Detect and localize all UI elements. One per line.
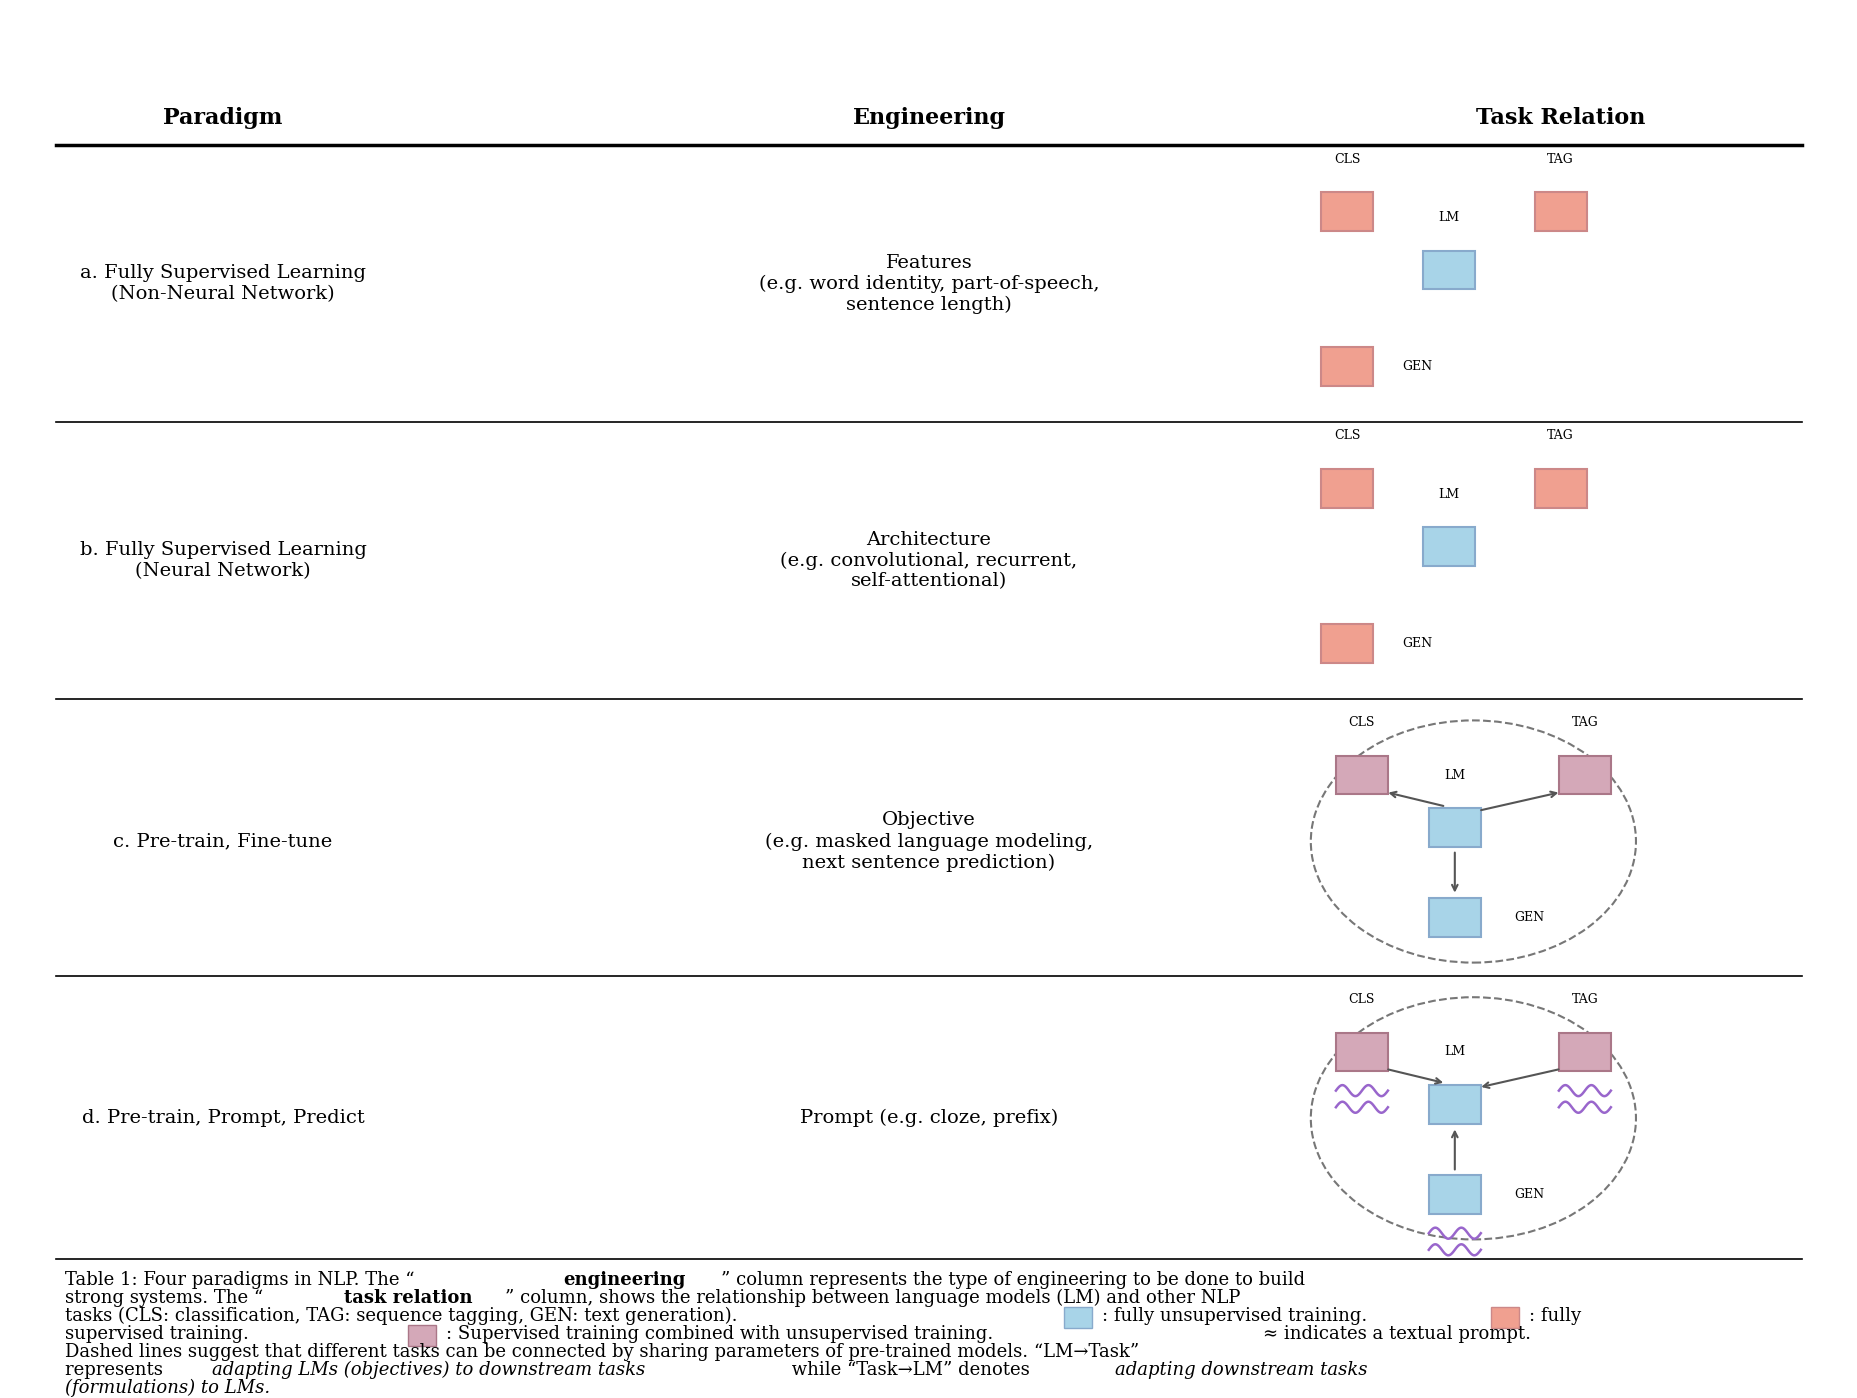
Text: CLS: CLS bbox=[1333, 152, 1359, 166]
Text: : Supervised training combined with unsupervised training.: : Supervised training combined with unsu… bbox=[446, 1324, 993, 1342]
Text: strong systems. The “: strong systems. The “ bbox=[65, 1289, 264, 1307]
FancyBboxPatch shape bbox=[1335, 1033, 1387, 1071]
Text: Engineering: Engineering bbox=[852, 106, 1005, 129]
Text: Table 1: Four paradigms in NLP. The “: Table 1: Four paradigms in NLP. The “ bbox=[65, 1271, 414, 1289]
Text: GEN: GEN bbox=[1513, 911, 1543, 924]
FancyBboxPatch shape bbox=[1064, 1307, 1092, 1328]
Text: CLS: CLS bbox=[1333, 429, 1359, 443]
Text: Objective
(e.g. masked language modeling,
next sentence prediction): Objective (e.g. masked language modeling… bbox=[765, 811, 1092, 871]
FancyBboxPatch shape bbox=[1558, 756, 1610, 794]
FancyBboxPatch shape bbox=[1428, 1085, 1480, 1124]
FancyBboxPatch shape bbox=[1422, 250, 1474, 289]
Text: c. Pre-train, Fine-tune: c. Pre-train, Fine-tune bbox=[113, 832, 332, 850]
Text: Task Relation: Task Relation bbox=[1474, 106, 1645, 129]
Text: Architecture
(e.g. convolutional, recurrent,
self-attentional): Architecture (e.g. convolutional, recurr… bbox=[780, 531, 1077, 590]
Text: ≈ indicates a textual prompt.: ≈ indicates a textual prompt. bbox=[1263, 1324, 1530, 1342]
Text: TAG: TAG bbox=[1547, 429, 1573, 443]
Text: task relation: task relation bbox=[344, 1289, 472, 1307]
Text: tasks (CLS: classification, TAG: sequence tagging, GEN: text generation).: tasks (CLS: classification, TAG: sequenc… bbox=[65, 1307, 737, 1325]
Text: supervised training.: supervised training. bbox=[65, 1324, 249, 1342]
Text: while “Task→LM” denotes: while “Task→LM” denotes bbox=[786, 1360, 1034, 1378]
FancyBboxPatch shape bbox=[1320, 193, 1372, 231]
Text: Features
(e.g. word identity, part-of-speech,
sentence length): Features (e.g. word identity, part-of-sp… bbox=[758, 253, 1099, 313]
Text: LM: LM bbox=[1443, 1046, 1465, 1058]
FancyBboxPatch shape bbox=[1534, 470, 1586, 507]
Text: CLS: CLS bbox=[1348, 716, 1374, 728]
Text: ” column, shows the relationship between language models (LM) and other NLP: ” column, shows the relationship between… bbox=[505, 1289, 1240, 1307]
Text: : fully unsupervised training.: : fully unsupervised training. bbox=[1101, 1307, 1367, 1324]
Text: ” column represents the type of engineering to be done to build: ” column represents the type of engineer… bbox=[721, 1271, 1304, 1289]
FancyBboxPatch shape bbox=[1335, 756, 1387, 794]
Text: adapting downstream tasks: adapting downstream tasks bbox=[1114, 1360, 1367, 1378]
Text: CLS: CLS bbox=[1348, 993, 1374, 1005]
FancyBboxPatch shape bbox=[1491, 1307, 1519, 1328]
FancyBboxPatch shape bbox=[1428, 808, 1480, 847]
FancyBboxPatch shape bbox=[1320, 347, 1372, 386]
FancyBboxPatch shape bbox=[1558, 1033, 1610, 1071]
Text: Paradigm: Paradigm bbox=[163, 106, 282, 129]
Text: : fully: : fully bbox=[1528, 1307, 1580, 1324]
Text: a. Fully Supervised Learning
(Non-Neural Network): a. Fully Supervised Learning (Non-Neural… bbox=[80, 264, 366, 303]
FancyBboxPatch shape bbox=[1428, 1176, 1480, 1213]
FancyBboxPatch shape bbox=[1320, 625, 1372, 663]
Text: TAG: TAG bbox=[1547, 152, 1573, 166]
Text: Dashed lines suggest that different tasks can be connected by sharing parameters: Dashed lines suggest that different task… bbox=[65, 1342, 1138, 1360]
Text: TAG: TAG bbox=[1571, 716, 1597, 728]
Text: LM: LM bbox=[1443, 769, 1465, 781]
Text: LM: LM bbox=[1437, 211, 1460, 224]
Text: represents: represents bbox=[65, 1360, 169, 1378]
Text: engineering: engineering bbox=[563, 1271, 685, 1289]
Text: d. Pre-train, Prompt, Predict: d. Pre-train, Prompt, Predict bbox=[82, 1110, 364, 1127]
Text: GEN: GEN bbox=[1402, 637, 1432, 650]
Text: GEN: GEN bbox=[1402, 361, 1432, 373]
FancyBboxPatch shape bbox=[1422, 527, 1474, 566]
Text: TAG: TAG bbox=[1571, 993, 1597, 1005]
FancyBboxPatch shape bbox=[1534, 193, 1586, 231]
Text: GEN: GEN bbox=[1513, 1188, 1543, 1201]
Text: (formulations) to LMs.: (formulations) to LMs. bbox=[65, 1378, 269, 1397]
Text: b. Fully Supervised Learning
(Neural Network): b. Fully Supervised Learning (Neural Net… bbox=[80, 541, 366, 580]
Text: Prompt (e.g. cloze, prefix): Prompt (e.g. cloze, prefix) bbox=[800, 1109, 1057, 1127]
Text: adapting LMs (objectives) to downstream tasks: adapting LMs (objectives) to downstream … bbox=[212, 1360, 644, 1378]
FancyBboxPatch shape bbox=[1428, 899, 1480, 937]
FancyBboxPatch shape bbox=[409, 1325, 435, 1346]
Text: LM: LM bbox=[1437, 488, 1460, 500]
FancyBboxPatch shape bbox=[1320, 470, 1372, 507]
